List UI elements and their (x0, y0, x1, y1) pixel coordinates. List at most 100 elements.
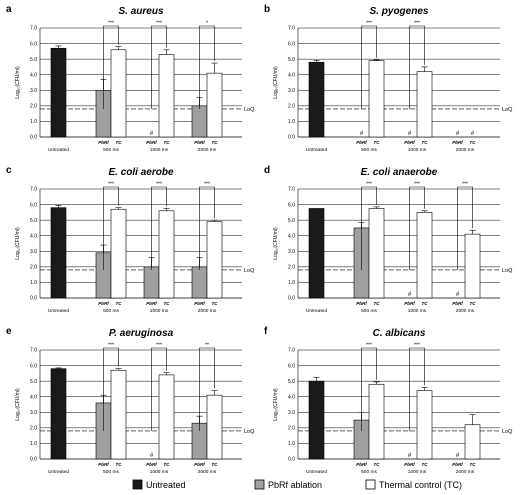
x-sublabel-pbrf: PbRf (356, 301, 367, 306)
significance-label: * (206, 21, 208, 27)
y-tick-label: 0.0 (30, 296, 37, 302)
x-category-label: 500 ms (103, 469, 119, 475)
bar-tc (416, 390, 433, 460)
bar-untreated (50, 207, 67, 299)
y-tick-label: 6.0 (30, 363, 37, 369)
x-sublabel-pbrf: PbRf (356, 462, 367, 467)
significance-bracket (361, 347, 377, 431)
x-category-label: 1000 ms (408, 469, 427, 475)
y-tick-label: 2.0 (288, 104, 295, 110)
x-category-label: Untreated (306, 469, 327, 475)
y-tick-label: 4.0 (30, 394, 37, 400)
bar-tc (464, 424, 481, 460)
bar-untreated (50, 47, 67, 138)
x-sublabel-tc: TC (374, 301, 381, 306)
bar-pbrf (191, 266, 208, 299)
bar-tc (206, 72, 223, 138)
x-sublabel-pbrf: PbRf (452, 140, 463, 145)
y-tick-label: 2.0 (30, 104, 37, 110)
y-tick-label: 4.0 (30, 72, 37, 78)
x-category-label: 500 ms (103, 147, 119, 153)
y-tick-label: 7.0 (288, 187, 295, 193)
significance-label: *** (462, 182, 468, 188)
significance-bracket (409, 186, 425, 270)
y-tick-label: 1.0 (288, 119, 295, 125)
y-tick-label: 5.0 (288, 57, 295, 63)
x-category-label: Untreated (48, 308, 69, 314)
below-loq-marker: # (456, 292, 460, 298)
x-sublabel-tc: TC (164, 140, 171, 145)
legend: Untreated PbRf ablation Thermal control (T… (132, 479, 462, 490)
bar-tc (368, 60, 385, 138)
y-tick-label: 1.0 (30, 119, 37, 125)
legend-label: PbRf ablation (268, 480, 322, 490)
y-tick-label: 6.0 (288, 41, 295, 47)
y-tick-label: 7.0 (30, 26, 37, 32)
significance-bracket (199, 25, 215, 109)
x-sublabel-pbrf: PbRf (194, 140, 205, 145)
x-sublabel-tc: TC (116, 462, 123, 467)
legend-swatch-untreated (132, 479, 143, 490)
y-tick-label: 7.0 (288, 26, 295, 32)
x-category-label: 1000 ms (150, 308, 169, 314)
x-sublabel-pbrf: PbRf (98, 462, 109, 467)
bar-tc (158, 54, 175, 138)
significance-bracket (103, 186, 119, 270)
significance-bracket (361, 186, 377, 270)
loq-label: LoQ (502, 107, 513, 113)
bar-tc (206, 394, 223, 460)
y-tick-label: 0.0 (288, 135, 295, 141)
significance-bracket (103, 347, 119, 431)
significance-bracket (457, 186, 473, 270)
x-sublabel-tc: TC (422, 462, 429, 467)
y-tick-label: 4.0 (288, 72, 295, 78)
x-category-label: 1000 ms (408, 308, 427, 314)
bar-tc (158, 210, 175, 299)
below-loq-marker: # (408, 131, 412, 137)
x-sublabel-pbrf: PbRf (452, 301, 463, 306)
below-loq-marker: # (456, 453, 460, 459)
significance-label: *** (156, 182, 162, 188)
significance-bracket (103, 25, 119, 109)
bar-tc (416, 71, 433, 138)
x-sublabel-pbrf: PbRf (98, 140, 109, 145)
y-tick-label: 6.0 (30, 41, 37, 47)
x-category-label: 500 ms (361, 469, 377, 475)
x-sublabel-tc: TC (422, 301, 429, 306)
bar-tc (464, 233, 481, 299)
x-sublabel-tc: TC (212, 301, 219, 306)
panel-d: d E. coli anaerobe 0.0 1.0 2.0 3.0 4.0 5.0 6.0 7.… (264, 165, 513, 314)
significance-label: *** (204, 182, 210, 188)
significance-label: *** (414, 343, 420, 349)
x-category-label: 500 ms (361, 147, 377, 153)
loq-label: LoQ (244, 268, 255, 274)
bar-tc (110, 369, 127, 460)
x-sublabel-pbrf: PbRf (452, 462, 463, 467)
panel-title: S. pyogenes (370, 6, 429, 17)
significance-bracket (151, 347, 167, 431)
below-loq-marker: # (150, 131, 154, 137)
bar-tc (416, 212, 433, 299)
x-category-label: 2000 ms (198, 469, 217, 475)
y-tick-label: 3.0 (288, 410, 295, 416)
x-category-label: 500 ms (361, 308, 377, 314)
x-sublabel-tc: TC (212, 140, 219, 145)
legend-item-tc: Thermal control (TC) (365, 479, 462, 490)
significance-bracket (199, 186, 215, 270)
panel-letter: e (6, 326, 12, 337)
x-category-label: 500 ms (103, 308, 119, 314)
significance-bracket (199, 347, 215, 431)
significance-label: *** (156, 343, 162, 349)
x-sublabel-pbrf: PbRf (146, 462, 157, 467)
y-tick-label: 4.0 (288, 233, 295, 239)
x-category-label: 2000 ms (456, 308, 475, 314)
x-category-label: 2000 ms (198, 147, 217, 153)
y-tick-label: 0.0 (288, 296, 295, 302)
y-axis-label: Log₁₀(CFU/ml) (273, 227, 279, 260)
significance-bracket (409, 347, 425, 431)
panel-title: S. aureus (118, 6, 163, 17)
x-sublabel-pbrf: PbRf (404, 462, 415, 467)
significance-label: ** (205, 343, 209, 349)
panel-c: c E. coli aerobe 0.0 1.0 2.0 3.0 4.0 5.0 6.0 7.0 L… (6, 165, 255, 314)
bar-untreated (308, 61, 325, 138)
